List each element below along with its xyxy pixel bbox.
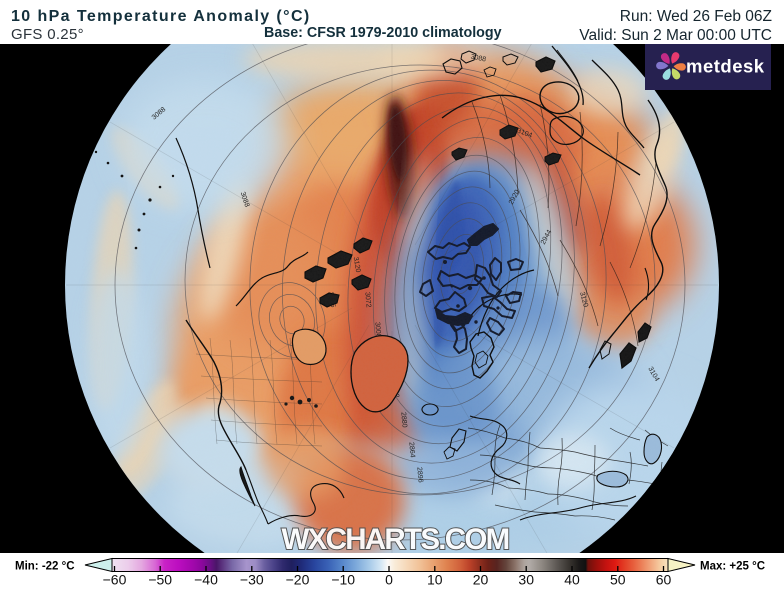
svg-text:60: 60 [656,572,672,588]
svg-text:Min: -22 °C: Min: -22 °C [15,561,75,573]
svg-text:Max: +25 °C: Max: +25 °C [700,561,765,573]
svg-text:10: 10 [427,572,443,588]
svg-text:0: 0 [385,572,393,588]
svg-text:−20: −20 [286,572,310,588]
svg-text:40: 40 [564,572,580,588]
svg-text:−60: −60 [103,572,127,588]
svg-text:30: 30 [518,572,534,588]
svg-text:20: 20 [473,572,489,588]
svg-text:WXCHARTS.COM: WXCHARTS.COM [281,523,508,553]
svg-text:−50: −50 [148,572,172,588]
svg-text:−30: −30 [240,572,264,588]
svg-text:metdesk: metdesk [686,56,765,77]
svg-text:50: 50 [610,572,626,588]
svg-text:−10: −10 [331,572,355,588]
svg-text:−40: −40 [194,572,218,588]
